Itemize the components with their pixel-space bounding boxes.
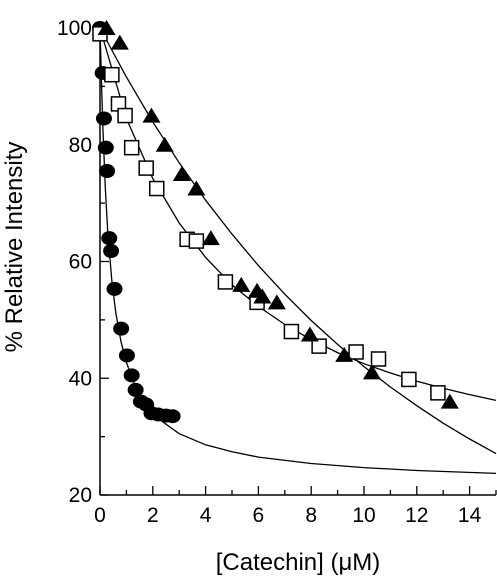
data-point-triangle [267,294,286,310]
x-tick-label: 8 [305,504,317,527]
data-point-circle [97,140,114,155]
data-point-square [217,274,234,290]
x-tick-label: 14 [458,504,482,527]
data-point-circle [118,348,135,363]
x-tick-label: 0 [94,504,106,527]
data-point-circle [106,281,123,296]
y-tick-label: 100 [57,17,92,40]
data-point-triangle [362,364,381,380]
data-point-circle [103,243,120,258]
data-point-triangle [440,393,459,409]
data-point-circle [95,111,112,126]
y-tick-label: 80 [69,134,92,157]
data-point-square [283,323,300,340]
data-point-circle [101,231,118,246]
data-point-square [401,371,417,388]
data-point-square [104,66,120,83]
data-point-triangle [232,276,251,292]
y-tick-label: 20 [69,484,92,507]
x-tick-label: 2 [147,504,159,527]
data-point-square [149,180,165,197]
data-point-circle [99,164,116,179]
data-point-square [430,385,446,401]
data-point-square [117,107,133,124]
y-tick-label: 60 [69,251,92,274]
data-point-triangle [110,34,129,50]
data-point-square [138,160,154,176]
data-point-circle [127,382,144,397]
data-point-circle [164,409,181,424]
x-tick-label: 6 [253,504,265,527]
y-tick-label: 40 [69,367,92,390]
axes [99,27,497,496]
data-markers [92,20,459,424]
fit-curve-1 [99,27,497,475]
data-point-triangle [97,20,116,35]
data-point-triangle [187,180,206,196]
y-axis-title: % Relative Intensity [1,142,28,353]
data-point-triangle [155,136,174,152]
data-point-square [348,344,364,360]
data-point-triangle [300,326,319,342]
data-point-square [188,233,205,249]
fit-curves [99,27,497,475]
fit-curve-2 [99,27,497,402]
data-point-triangle [335,346,354,362]
data-point-square [370,351,387,367]
data-point-circle [113,321,130,336]
tick-labels: 0 2 4 6 8 10 12 14 20 40 60 80 100 [57,17,482,527]
x-axis-title: [Catechin] (μM) [216,549,381,576]
data-point-square [123,139,140,156]
data-point-triangle [253,288,272,304]
data-point-triangle [201,230,220,246]
data-point-circle [123,368,140,383]
x-tick-label: 4 [200,504,212,527]
data-point-triangle [172,165,191,181]
data-point-square [311,338,327,354]
x-tick-label: 12 [405,504,428,527]
x-tick-label: 10 [352,504,375,527]
data-point-triangle [142,107,161,123]
